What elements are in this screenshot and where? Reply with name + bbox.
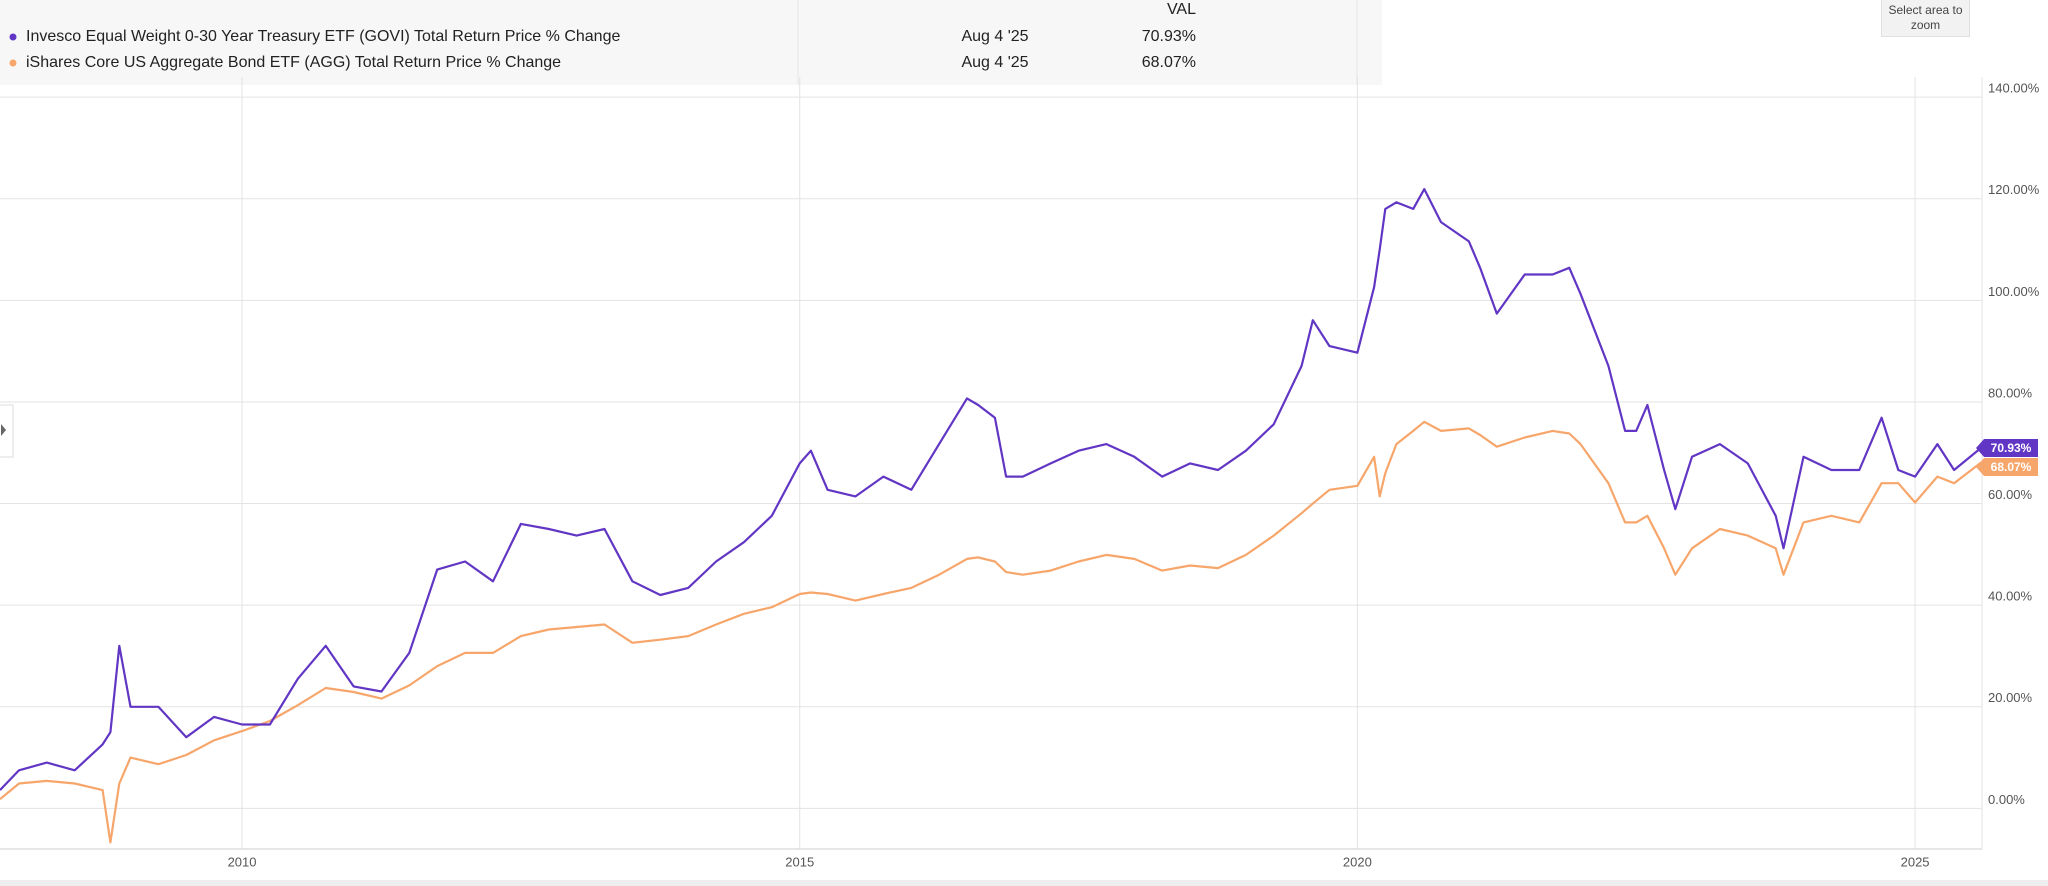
- x-tick-label: 2010: [228, 854, 257, 869]
- legend-label: iShares Core US Aggregate Bond ETF (AGG)…: [26, 54, 561, 71]
- end-tag-bg: [1976, 458, 2038, 477]
- legend-date: Aug 4 '25: [961, 28, 1028, 45]
- y-tick-label: 0.00%: [1988, 792, 2025, 807]
- x-tick-label: 2015: [785, 854, 814, 869]
- legend-header: VAL: [1167, 1, 1196, 18]
- zoom-button[interactable]: Select area to zoom: [1881, 0, 1970, 37]
- y-tick-label: 20.00%: [1988, 690, 2033, 705]
- end-tag-label: 70.93%: [1991, 441, 2032, 455]
- legend-date: Aug 4 '25: [961, 54, 1028, 71]
- y-tick-label: 40.00%: [1988, 589, 2033, 604]
- end-tag: 68.07%: [1976, 458, 2038, 477]
- x-tick-label: 2025: [1901, 854, 1930, 869]
- series-line: [0, 420, 1982, 844]
- legend-value: 70.93%: [1142, 28, 1196, 45]
- end-tag: 70.93%: [1976, 439, 2038, 458]
- side-tab[interactable]: [0, 404, 14, 458]
- side-tab-arrow: [1, 424, 6, 436]
- legend-value: 68.07%: [1142, 54, 1196, 71]
- x-tick-label: 2020: [1343, 854, 1372, 869]
- bottom-strip: [0, 880, 2048, 886]
- y-tick-label: 120.00%: [1988, 182, 2040, 197]
- legend-marker: [9, 33, 17, 41]
- end-tag-bg: [1976, 439, 2038, 458]
- y-tick-label: 60.00%: [1988, 487, 2033, 502]
- y-tick-label: 140.00%: [1988, 81, 2040, 96]
- y-tick-label: 80.00%: [1988, 385, 2033, 400]
- y-tick-label: 100.00%: [1988, 284, 2040, 299]
- series-line: [0, 188, 1982, 791]
- end-tag-label: 68.07%: [1991, 460, 2032, 474]
- legend-marker: [9, 59, 17, 67]
- legend-label: Invesco Equal Weight 0-30 Year Treasury …: [26, 28, 620, 45]
- legend-panel: [0, 0, 1382, 85]
